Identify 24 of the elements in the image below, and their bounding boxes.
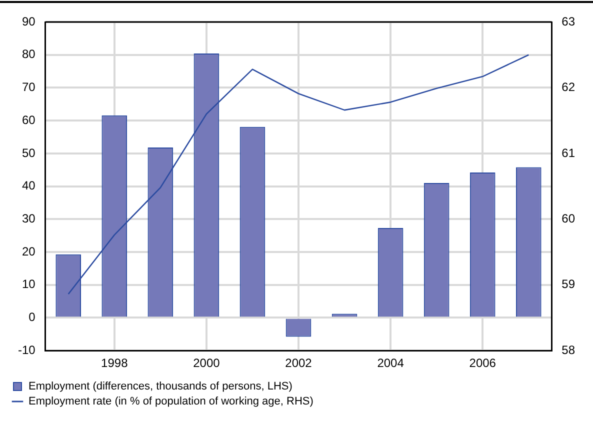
y2-tick-label: 61 [562,146,576,160]
y-tick-label: 0 [28,310,36,324]
y-tick-label: 60 [22,112,36,127]
y-tick-label: 70 [22,80,36,94]
y-tick-label: 20 [22,244,36,258]
y-tick-label: 90 [22,14,36,28]
y-tick-label: 80 [22,47,36,62]
y-tick-label: 10 [22,277,36,292]
x-tick-label: 2004 [377,356,404,370]
y2-tick-label: 62 [562,80,576,94]
y-tick-label: 50 [22,146,36,160]
y2-tick-label: 63 [562,14,576,28]
x-tick-label: 2002 [285,356,312,370]
y-tick-label: 30 [22,211,36,226]
x-tick-label: 1998 [101,356,128,370]
y-tick-label: 40 [22,178,36,193]
y2-tick-label: 59 [562,277,576,292]
y2-tick-label: 58 [562,342,576,357]
x-tick-label: 2000 [193,356,220,370]
y-tick-label: -10 [18,342,36,357]
y2-tick-label: 60 [562,211,576,226]
legend-label: Employment (differences, thousands of persons, LHS) [28,380,292,393]
legend-label: Employment rate (in % of population of working age, RHS) [28,396,314,408]
x-tick-label: 2006 [469,356,496,370]
